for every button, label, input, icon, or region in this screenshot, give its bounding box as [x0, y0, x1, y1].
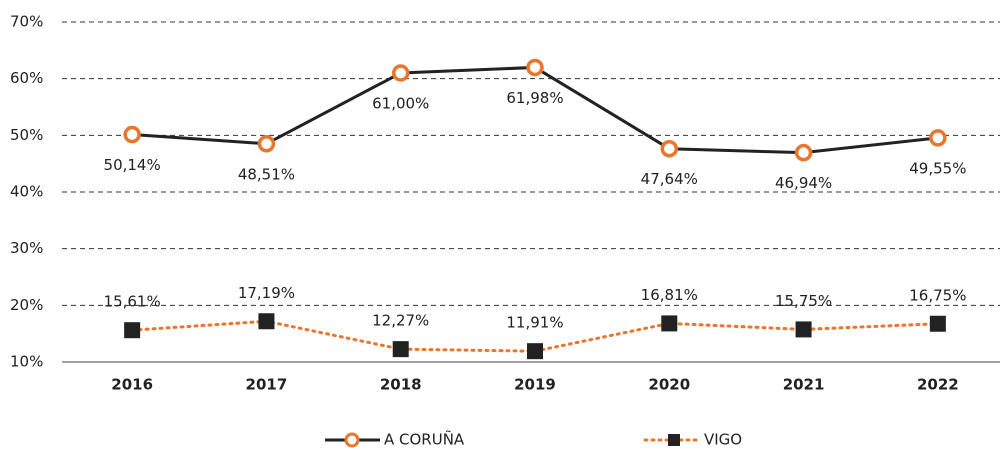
data-label: 16,81% — [641, 286, 698, 304]
marker — [660, 139, 679, 158]
x-tick-label: 2022 — [917, 376, 959, 394]
marker — [795, 321, 812, 338]
x-tick-label: 2018 — [380, 376, 422, 394]
y-tick-label: 50% — [10, 126, 43, 144]
marker — [794, 143, 813, 162]
x-tick-label: 2017 — [246, 376, 288, 394]
y-tick-label: 70% — [10, 13, 43, 31]
marker — [257, 135, 276, 153]
y-tick-label: 20% — [10, 296, 43, 314]
marker — [527, 343, 543, 360]
marker — [526, 58, 544, 77]
series-line — [130, 65, 940, 155]
data-label: 50,14% — [104, 156, 161, 174]
marker — [123, 125, 141, 144]
marker — [929, 315, 946, 332]
y-tick-label: 10% — [10, 353, 43, 371]
marker — [929, 129, 947, 147]
data-label: 47,64% — [641, 170, 698, 188]
marker — [258, 313, 275, 330]
legend-label: VIGO — [704, 431, 742, 449]
data-label: 61,98% — [506, 89, 563, 107]
data-label: 16,75% — [909, 286, 966, 304]
data-label: 12,27% — [372, 312, 429, 330]
data-label: 46,94% — [775, 174, 832, 192]
legend-marker — [344, 432, 360, 448]
legend-marker — [668, 434, 680, 446]
data-label: 49,55% — [909, 159, 966, 177]
x-tick-label: 2019 — [514, 376, 556, 394]
y-tick-label: 60% — [10, 69, 43, 87]
data-label: 61,00% — [372, 95, 429, 113]
data-label: 17,19% — [238, 284, 295, 302]
marker — [124, 322, 141, 339]
data-label: 15,61% — [104, 293, 161, 311]
x-tick-label: 2016 — [111, 376, 153, 394]
x-tick-label: 2021 — [783, 376, 825, 394]
legend-label: A CORUÑA — [384, 430, 465, 449]
y-tick-label: 40% — [10, 183, 43, 201]
data-label: 11,91% — [506, 314, 563, 332]
data-label: 15,75% — [775, 292, 832, 310]
data-label: 48,51% — [238, 165, 295, 183]
marker — [391, 64, 410, 82]
y-tick-label: 30% — [10, 239, 43, 257]
x-tick-label: 2020 — [648, 376, 690, 394]
marker — [661, 315, 678, 332]
marker — [392, 341, 409, 358]
